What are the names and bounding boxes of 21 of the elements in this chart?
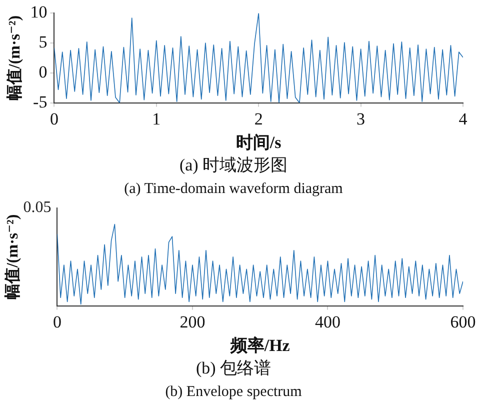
y-axis-title: 幅值/(m·s⁻²) [4, 214, 22, 300]
y-axis-title: 幅值/(m·s⁻²) [6, 15, 24, 101]
y-tick-label: 0 [38, 62, 48, 82]
text: (a) Time-domain waveform diagram [124, 180, 344, 197]
x-tick-label: 1 [152, 109, 161, 128]
x-tick-label: 200 [180, 312, 206, 332]
x-tick-label: 400 [314, 312, 340, 332]
x-tick-label: 0 [52, 312, 62, 332]
y-tick-label: -5 [33, 92, 48, 112]
x-tick-label: 3 [356, 109, 366, 128]
y-tick-label: 5 [38, 32, 48, 52]
text: (b) 包络谱 [196, 358, 272, 378]
x-tick-label: 2 [254, 109, 263, 128]
text: 0.05 [23, 199, 52, 216]
x-tick-label: 4 [458, 109, 468, 128]
x-tick-label: 600 [450, 312, 476, 332]
text: (a) 时域波形图 [179, 155, 288, 174]
x-axis-title: 频率/Hz [229, 336, 290, 355]
x-axis-title: 时间/s [236, 132, 282, 152]
text: (b) Envelope spectrum [165, 384, 302, 400]
y-tick-label: 10 [30, 2, 48, 22]
